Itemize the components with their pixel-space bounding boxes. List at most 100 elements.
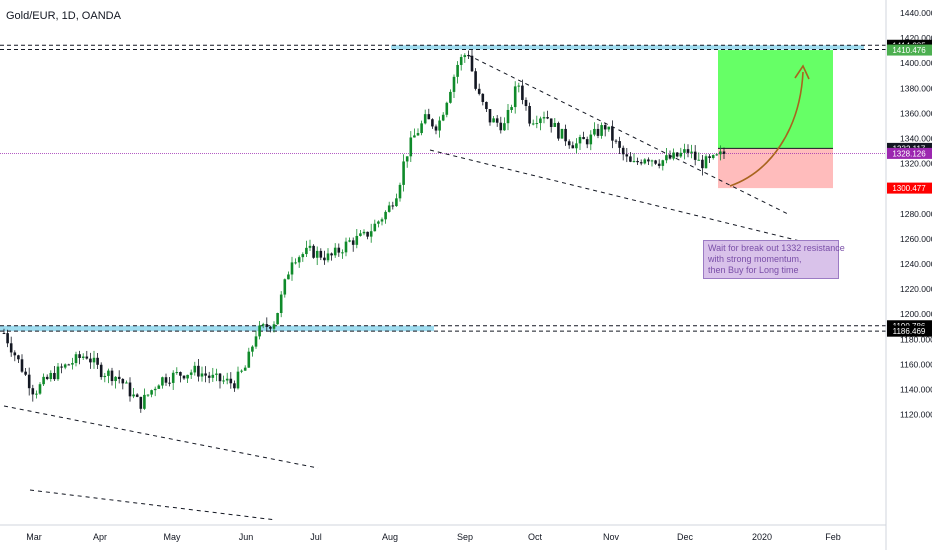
candle-body (258, 325, 261, 337)
candle-body (121, 379, 125, 384)
time-tick-label: Dec (677, 532, 694, 542)
candle-body (488, 109, 492, 123)
candle-body (63, 364, 67, 368)
candle-body (71, 363, 74, 365)
candle-body (423, 114, 427, 124)
price-tick-label: 1240.000 (900, 259, 932, 269)
price-tick-label: 1380.000 (900, 83, 932, 93)
candle-body (575, 143, 578, 149)
trade-annotation[interactable]: Wait for break out 1332 resistance with … (703, 240, 845, 279)
candle-body (369, 231, 373, 237)
candle-body (506, 109, 510, 124)
candle-body (146, 394, 150, 396)
candle-body (233, 383, 236, 389)
candle-body (521, 85, 524, 100)
candle-body (240, 370, 243, 372)
candle-body (492, 118, 495, 123)
candle-body (179, 372, 182, 376)
candle-body (103, 375, 107, 378)
candle-body (683, 149, 686, 153)
candle-body (654, 160, 657, 164)
candle-body (251, 346, 254, 352)
candle-body (326, 253, 330, 261)
candle-body (603, 125, 607, 130)
price-label-text: 1328.126 (892, 149, 926, 158)
candle-body (621, 147, 625, 155)
resistance-zone-top (391, 45, 864, 50)
candle-body (456, 64, 459, 77)
candle-body (499, 122, 503, 131)
candle-body (171, 372, 175, 383)
candle-body (474, 71, 477, 89)
candle-body (517, 85, 521, 87)
candle-body (657, 163, 661, 166)
candle-body (92, 357, 96, 363)
candle-body (366, 231, 369, 237)
candle-body (449, 91, 452, 103)
candle-body (89, 358, 92, 363)
candle-body (362, 231, 366, 234)
candle-body (24, 371, 27, 375)
candle-body (110, 370, 114, 382)
candle-body (625, 154, 629, 157)
candle-body (211, 374, 215, 378)
candle-body (35, 393, 38, 395)
candle-body (387, 205, 391, 212)
candle-body (99, 364, 103, 378)
candle-body (107, 370, 110, 376)
time-tick-label: Mar (26, 532, 42, 542)
candle-body (542, 117, 546, 119)
candle-body (596, 128, 600, 136)
time-tick-label: Oct (528, 532, 543, 542)
candle-body (618, 141, 621, 148)
candle-body (427, 114, 431, 120)
candle-body (341, 252, 344, 254)
candle-body (546, 117, 549, 119)
candle-body (272, 324, 276, 329)
candle-body (348, 240, 351, 242)
candle-body (117, 376, 121, 380)
candle-body (553, 122, 557, 127)
candle-body (632, 160, 636, 162)
candle-body (557, 122, 560, 139)
price-tick-label: 1340.000 (900, 134, 932, 144)
profit-zone (718, 50, 833, 149)
candle-body (67, 364, 71, 366)
price-label-text: 1186.469 (893, 327, 926, 336)
candle-body (96, 357, 99, 365)
candle-body (312, 245, 315, 258)
candle-body (276, 313, 279, 325)
candle-body (193, 365, 197, 373)
candle-body (503, 123, 506, 131)
candle-body (675, 152, 679, 157)
price-tick-label: 1420.000 (900, 33, 932, 43)
candle-body (431, 119, 434, 127)
candle-body (413, 135, 416, 138)
candle-body (513, 86, 517, 108)
price-label-text: 1300.477 (892, 184, 926, 193)
candle-body (150, 390, 153, 395)
candle-body (600, 125, 603, 136)
projection-arrow (729, 71, 804, 187)
time-tick-label: Aug (382, 532, 398, 542)
price-tick-label: 1400.000 (900, 58, 932, 68)
candle-body (395, 198, 398, 207)
candle-body (549, 118, 553, 127)
candle-body (405, 156, 409, 162)
candle-body (297, 257, 301, 263)
annotation-line-3: then Buy for Long time (708, 265, 799, 275)
candle-body (614, 140, 618, 142)
candle-body (125, 382, 128, 384)
price-tick-label: 1180.000 (900, 334, 932, 344)
candles-group (2, 49, 726, 413)
price-label: 1410.476 (887, 44, 932, 56)
candle-body (60, 366, 63, 368)
candle-body (56, 366, 60, 380)
candle-body (672, 152, 675, 159)
price-label-bg (887, 325, 932, 337)
candle-body (693, 151, 697, 160)
candle-body (261, 324, 265, 326)
candle-body (524, 99, 528, 106)
candle-body (711, 155, 715, 159)
